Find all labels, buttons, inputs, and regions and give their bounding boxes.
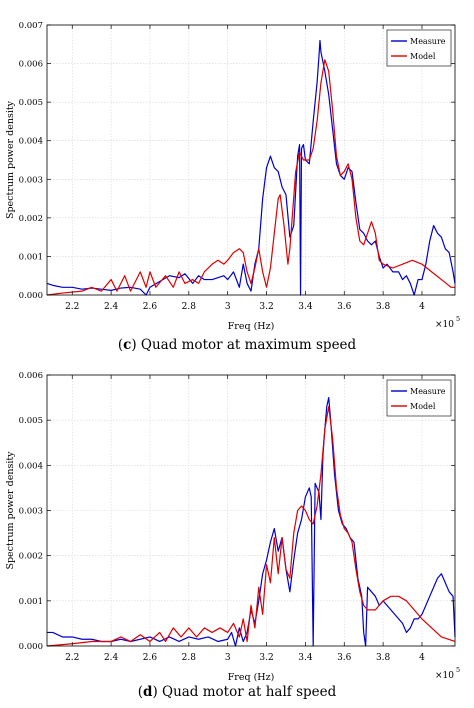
x-tick-label: 2.8 <box>182 302 197 312</box>
x-axis-label: Freq (Hz) <box>228 321 275 332</box>
series-line-measure <box>46 39 456 296</box>
y-tick-label: 0.005 <box>19 416 43 426</box>
y-tick-label: 0.000 <box>19 642 43 652</box>
caption-d: (d) Quad motor at half speed <box>137 684 337 700</box>
x-axis-multiplier: ×10 <box>435 671 454 681</box>
x-tick-label: 2.6 <box>143 653 158 663</box>
y-tick-label: 0.001 <box>19 597 43 607</box>
caption-letter: d <box>142 684 153 700</box>
x-tick-label: 2.4 <box>104 302 119 312</box>
x-tick-label: 2.4 <box>104 653 119 663</box>
legend-label-measure: Measure <box>410 387 446 396</box>
y-tick-label: 0.002 <box>19 552 43 562</box>
y-tick-label: 0.004 <box>19 461 43 471</box>
x-tick-label: 3.8 <box>376 653 391 663</box>
x-tick-label: 3 <box>225 302 231 312</box>
y-tick-label: 0.004 <box>19 137 43 147</box>
spectrum-chart-max-speed: 2.2 2.4 2.6 2.8 3 3.2 3.4 3.6 3.8 4 0.000 0.001 0.00… <box>5 21 460 332</box>
plot-area <box>47 25 455 295</box>
x-axis-multiplier: ×10 <box>435 320 454 330</box>
x-tick-label: 3.6 <box>337 302 352 312</box>
series-line-model <box>46 406 456 647</box>
x-tick-label: 2.2 <box>65 302 79 312</box>
y-tick-label: 0.006 <box>19 60 43 70</box>
caption-text: Quad motor at maximum speed <box>140 337 357 353</box>
y-tick-label: 0.003 <box>19 175 43 185</box>
chart-panel-d: 2.2 2.4 2.6 2.8 3 3.2 3.4 3.6 3.8 4 0.000 0.001 0.00… <box>0 362 474 708</box>
series-line-model <box>46 59 455 296</box>
legend-box <box>386 379 452 417</box>
caption-letter: c <box>123 337 132 353</box>
x-tick-label: 2.2 <box>65 653 79 663</box>
y-tick-label: 0.005 <box>19 98 43 108</box>
y-tick-label: 0.000 <box>19 291 43 301</box>
x-tick-label: 3.4 <box>298 302 313 312</box>
x-tick-label: 4 <box>419 302 425 312</box>
legend-label-measure: Measure <box>410 37 446 46</box>
x-tick-label: 3 <box>225 653 231 663</box>
x-tick-label: 3.8 <box>376 302 391 312</box>
legend-label-model: Model <box>410 52 436 61</box>
legend-box <box>386 29 452 67</box>
legend: Measure Model <box>386 379 452 417</box>
x-axis-label: Freq (Hz) <box>228 672 275 683</box>
y-axis-label: Spectrum power density <box>5 451 16 570</box>
y-tick-label: 0.003 <box>19 507 43 517</box>
x-tick-label: 2.8 <box>182 653 197 663</box>
x-tick-label: 4 <box>419 653 425 663</box>
chart-panel-c: 2.2 2.4 2.6 2.8 3 3.2 3.4 3.6 3.8 4 0.000 0.001 0.00… <box>5 21 460 353</box>
y-axis-label: Spectrum power density <box>5 100 16 219</box>
legend-label-model: Model <box>410 402 436 411</box>
axes-frame <box>46 24 456 296</box>
y-tick-label: 0.006 <box>19 371 43 381</box>
caption-text: Quad motor at half speed <box>162 684 337 700</box>
x-tick-label: 2.6 <box>143 302 158 312</box>
x-tick-label: 3.2 <box>259 653 273 663</box>
x-tick-label: 3.4 <box>298 653 313 663</box>
y-tick-label: 0.002 <box>19 214 43 224</box>
legend: Measure Model <box>386 29 452 67</box>
x-axis-multiplier-exponent: 5 <box>456 666 460 674</box>
spectrum-chart-half-speed: 2.2 2.4 2.6 2.8 3 3.2 3.4 3.6 3.8 4 0.000 0.001 0.00… <box>5 371 460 683</box>
caption-c: (c) Quad motor at maximum speed <box>117 337 357 353</box>
y-tick-label: 0.001 <box>19 252 43 262</box>
y-tick-label: 0.007 <box>19 21 43 31</box>
x-axis-multiplier-exponent: 5 <box>456 315 460 323</box>
x-tick-label: 3.6 <box>337 653 352 663</box>
x-tick-label: 3.2 <box>259 302 273 312</box>
